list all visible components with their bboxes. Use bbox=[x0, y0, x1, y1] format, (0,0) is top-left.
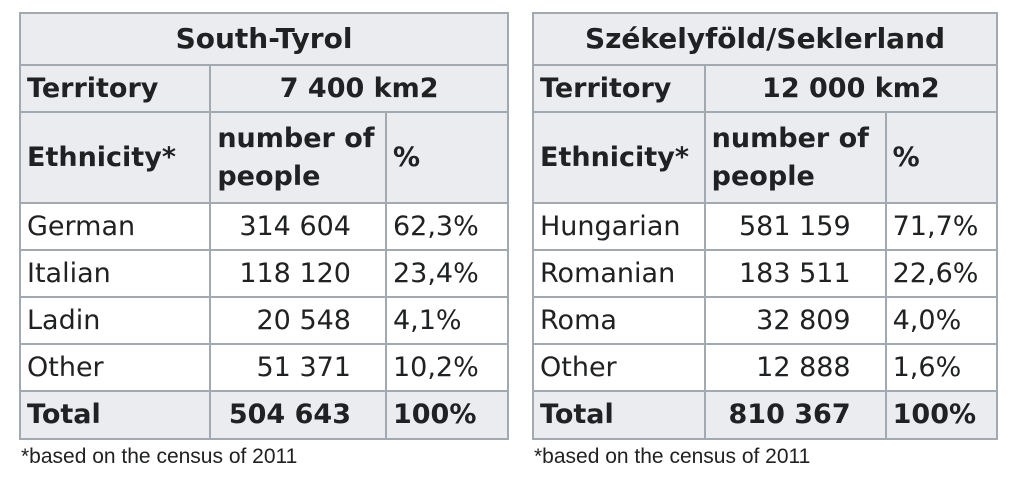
ethnicity-header: Ethnicity* bbox=[532, 111, 706, 204]
ethnicity-cell: German bbox=[18, 202, 212, 251]
ethnicity-cell: Other bbox=[18, 343, 212, 392]
percent-cell: 1,6% bbox=[884, 343, 999, 392]
people-cell: 12 888 bbox=[703, 343, 887, 392]
table-title-row: South-Tyrol bbox=[19, 12, 509, 66]
ethnicity-header: Ethnicity* bbox=[18, 111, 212, 204]
people-cell: 118 120 bbox=[209, 249, 387, 298]
total-label: Total bbox=[18, 390, 212, 440]
table-row: Romanian 183 511 22,6% bbox=[532, 249, 999, 298]
territory-value: 12 000 km2 bbox=[703, 64, 999, 113]
territory-row: Territory 12 000 km2 bbox=[532, 64, 999, 113]
table-row: Hungarian 581 159 71,7% bbox=[532, 202, 999, 251]
total-percent: 100% bbox=[384, 390, 510, 440]
percent-cell: 22,6% bbox=[884, 249, 999, 298]
percent-header: % bbox=[384, 111, 510, 204]
total-row: Total 504 643 100% bbox=[18, 390, 510, 440]
people-cell: 183 511 bbox=[703, 249, 887, 298]
column-header-row: Ethnicity* number of people % bbox=[532, 111, 999, 204]
table-row: Ladin 20 548 4,1% bbox=[18, 296, 510, 345]
ethnicity-cell: Other bbox=[532, 343, 706, 392]
total-people: 504 643 bbox=[209, 390, 387, 440]
table-row: Italian 118 120 23,4% bbox=[18, 249, 510, 298]
people-cell: 20 548 bbox=[209, 296, 387, 345]
percent-cell: 71,7% bbox=[884, 202, 999, 251]
percent-cell: 23,4% bbox=[384, 249, 510, 298]
people-cell: 51 371 bbox=[209, 343, 387, 392]
percent-cell: 10,2% bbox=[384, 343, 510, 392]
table-title: South-Tyrol bbox=[19, 12, 509, 66]
census-footnote: *based on the census of 2011 bbox=[21, 445, 298, 468]
table-row: Other 12 888 1,6% bbox=[532, 343, 999, 392]
people-cell: 314 604 bbox=[209, 202, 387, 251]
ethnicity-cell: Italian bbox=[18, 249, 212, 298]
south-tyrol-table: South-Tyrol Territory 7 400 km2 Ethnicit… bbox=[18, 12, 510, 440]
total-percent: 100% bbox=[884, 390, 999, 440]
territory-label: Territory bbox=[532, 64, 706, 113]
table-title: Székelyföld/Seklerland bbox=[532, 12, 998, 66]
south-tyrol-panel: South-Tyrol Territory 7 400 km2 Ethnicit… bbox=[18, 12, 510, 470]
szekelyfold-panel: Székelyföld/Seklerland Territory 12 000 … bbox=[532, 12, 999, 470]
ethnicity-cell: Hungarian bbox=[532, 202, 706, 251]
territory-row: Territory 7 400 km2 bbox=[18, 64, 509, 113]
census-footnote: *based on the census of 2011 bbox=[534, 445, 811, 468]
total-label: Total bbox=[532, 390, 706, 440]
table-row: German 314 604 62,3% bbox=[18, 202, 510, 251]
percent-cell: 4,0% bbox=[884, 296, 999, 345]
table-title-row: Székelyföld/Seklerland bbox=[532, 12, 998, 66]
people-header: number of people bbox=[703, 111, 887, 204]
table-row: Roma 32 809 4,0% bbox=[532, 296, 999, 345]
percent-header: % bbox=[884, 111, 999, 204]
people-cell: 32 809 bbox=[703, 296, 887, 345]
territory-label: Territory bbox=[18, 64, 212, 113]
percent-cell: 62,3% bbox=[384, 202, 510, 251]
total-row: Total 810 367 100% bbox=[532, 390, 999, 440]
people-header: number of people bbox=[209, 111, 387, 204]
ethnicity-cell: Romanian bbox=[532, 249, 706, 298]
column-header-row: Ethnicity* number of people % bbox=[18, 111, 510, 204]
percent-cell: 4,1% bbox=[384, 296, 510, 345]
territory-value: 7 400 km2 bbox=[209, 64, 509, 113]
people-cell: 581 159 bbox=[703, 202, 887, 251]
ethnicity-cell: Ladin bbox=[18, 296, 212, 345]
szekelyfold-table: Székelyföld/Seklerland Territory 12 000 … bbox=[532, 12, 999, 440]
table-row: Other 51 371 10,2% bbox=[18, 343, 510, 392]
total-people: 810 367 bbox=[703, 390, 887, 440]
ethnicity-cell: Roma bbox=[532, 296, 706, 345]
